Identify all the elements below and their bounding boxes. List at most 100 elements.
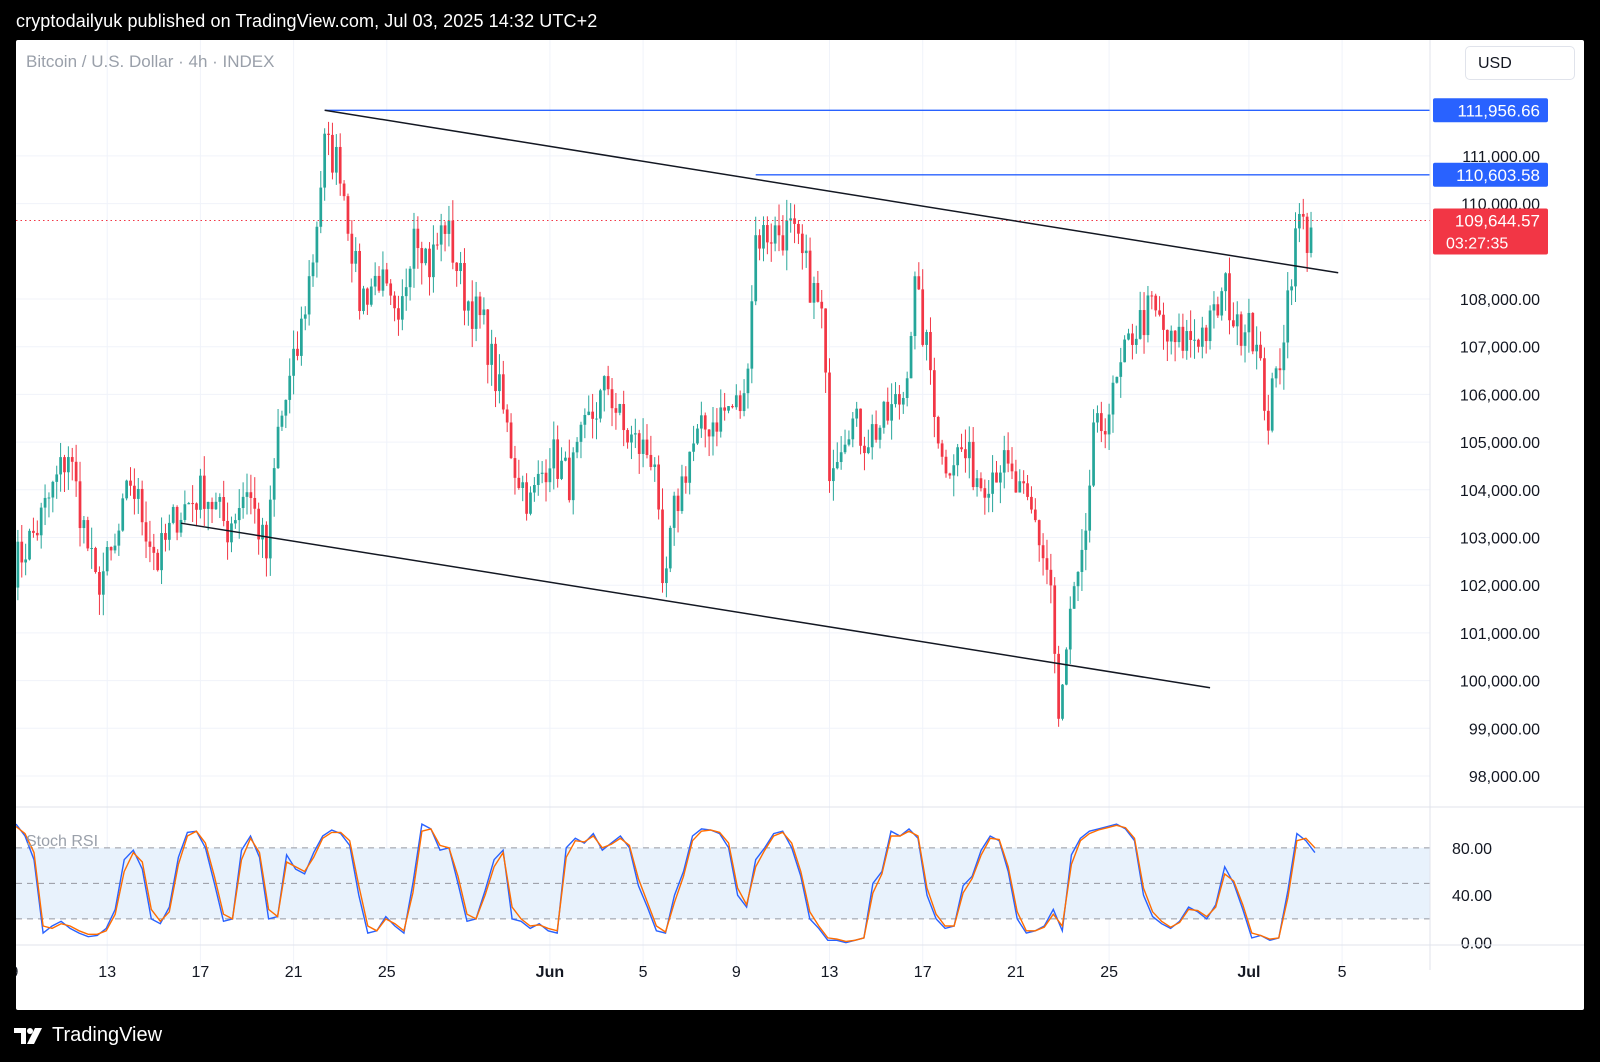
candle <box>206 501 210 531</box>
candle-body <box>1239 314 1243 346</box>
candle-body <box>781 235 785 251</box>
candle <box>358 243 361 320</box>
channel-trendline[interactable] <box>324 109 1339 274</box>
candle-body <box>1290 286 1293 291</box>
stoch-rsi-label[interactable]: Stoch RSI <box>26 833 99 850</box>
candle-body <box>1220 291 1224 316</box>
candle-body <box>35 532 39 536</box>
candle <box>1278 348 1282 385</box>
candle-body <box>342 183 346 197</box>
candle <box>140 480 144 536</box>
candle <box>890 383 893 440</box>
time-axis[interactable]: 9 13 17 21 25 Jun 5 9 13 17 21 25 Jul 5 <box>16 964 1347 981</box>
symbol-title[interactable]: Bitcoin / U.S. Dollar · 4h · INDEX <box>26 52 275 71</box>
candle <box>991 455 994 513</box>
candle-body <box>265 524 268 559</box>
candle-body <box>1286 290 1290 343</box>
candle <box>463 248 466 326</box>
candle <box>408 266 412 301</box>
candle <box>940 439 944 465</box>
candle <box>622 390 626 447</box>
candle <box>571 447 575 515</box>
candle-body <box>136 488 140 499</box>
candle <box>975 469 979 497</box>
candle-body <box>43 497 47 508</box>
candle <box>233 513 237 529</box>
candle-body <box>1301 213 1305 217</box>
candle-body <box>859 408 862 446</box>
candle-body <box>909 336 913 379</box>
candle-body <box>432 244 435 278</box>
stoch-rsi-pane[interactable]: 0.00 40.00 80.00 <box>16 823 1492 953</box>
candle-body <box>230 523 233 543</box>
candle <box>354 237 358 273</box>
candle-body <box>1270 378 1274 431</box>
candle <box>812 276 816 320</box>
candle <box>1138 291 1142 340</box>
candle <box>55 465 59 499</box>
candle <box>1049 553 1053 604</box>
candle-body <box>32 530 35 533</box>
tradingview-logo[interactable]: TradingView <box>14 1024 162 1047</box>
channel-trendline[interactable] <box>180 522 1211 689</box>
candle <box>16 529 20 601</box>
time-tick-label: 13 <box>821 964 839 981</box>
candle <box>556 425 560 488</box>
candle <box>626 428 629 449</box>
candle <box>1061 684 1064 721</box>
stoch-tick-label: 80.00 <box>1452 841 1492 858</box>
price-tick-label: 100,000.00 <box>1460 674 1540 691</box>
candle <box>1243 324 1247 363</box>
price-tick-label: 104,000.00 <box>1460 483 1540 500</box>
candle <box>381 251 385 297</box>
candle <box>645 424 649 459</box>
candle <box>412 212 416 288</box>
candle <box>350 220 354 283</box>
candle-body <box>167 522 171 540</box>
candle-body <box>171 506 175 523</box>
candle-body <box>257 508 261 540</box>
chart-panel[interactable]: 98,000.00 99,000.00 100,000.00 101,000.00 10… <box>16 40 1584 1010</box>
candle <box>665 556 668 598</box>
candle-body <box>1177 326 1181 343</box>
candle <box>1274 366 1278 388</box>
candle <box>929 317 932 385</box>
time-tick-label: 5 <box>1338 964 1347 981</box>
candle <box>300 306 303 366</box>
candle-body <box>164 533 167 540</box>
price-axis[interactable]: 98,000.00 99,000.00 100,000.00 101,000.00 10… <box>1460 149 1540 786</box>
candle-body <box>82 520 86 529</box>
candle-body <box>886 401 890 421</box>
candle-body <box>1002 450 1006 473</box>
candle <box>905 371 909 407</box>
candle-body <box>24 559 28 563</box>
candle-body <box>894 394 897 405</box>
candle <box>32 517 35 538</box>
candle <box>501 360 505 414</box>
currency-button[interactable]: USD <box>1465 46 1575 80</box>
candle <box>657 455 660 520</box>
candle-body <box>105 546 109 572</box>
candle <box>1309 211 1313 258</box>
candle <box>498 354 501 404</box>
candle <box>727 406 730 414</box>
candle <box>843 429 847 455</box>
candle <box>637 429 641 474</box>
candle-body <box>731 406 734 408</box>
candle-body <box>1212 304 1216 311</box>
candle <box>346 193 350 241</box>
candle-body <box>1006 450 1010 464</box>
candle-body <box>303 314 307 319</box>
candle-body <box>509 422 513 459</box>
price-chart-svg[interactable]: 98,000.00 99,000.00 100,000.00 101,000.00 10… <box>16 40 1584 1010</box>
candle <box>261 517 264 558</box>
tradingview-logo-icon <box>14 1027 42 1044</box>
candle <box>630 425 633 460</box>
candle <box>1181 313 1185 359</box>
candle-body <box>183 504 187 520</box>
candle <box>1065 647 1068 686</box>
candle <box>428 242 431 296</box>
candle <box>1169 325 1173 355</box>
candle <box>393 291 396 322</box>
candle <box>59 442 62 492</box>
